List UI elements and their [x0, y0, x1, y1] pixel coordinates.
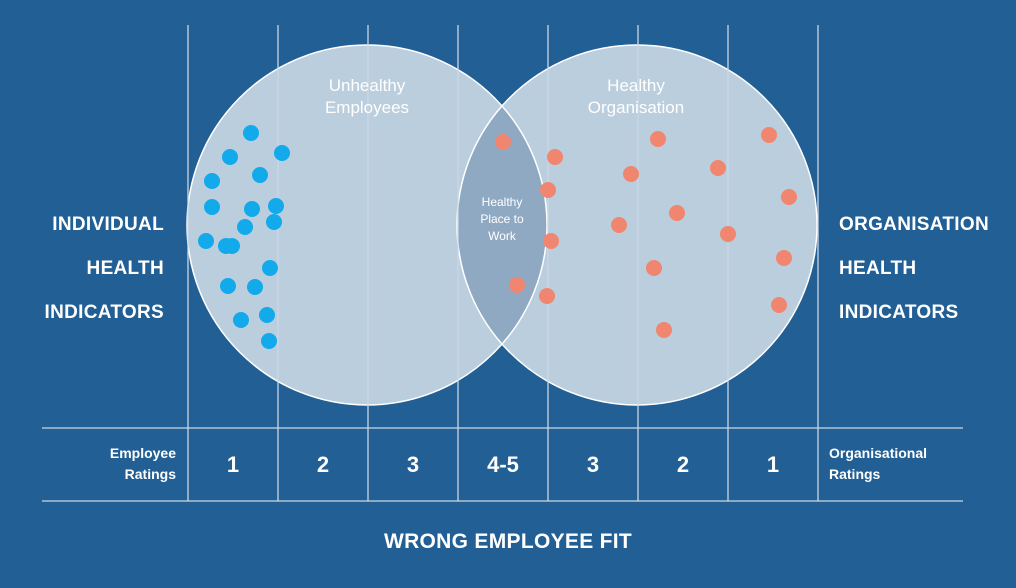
right-indicator-line-2: HEALTH: [839, 258, 917, 279]
rating-cell: 1: [766, 452, 780, 477]
unhealthy-employees-circle: [187, 45, 547, 405]
employee-dot: [262, 260, 278, 276]
employee-dot: [222, 149, 238, 165]
employee-dot: [218, 238, 234, 254]
employee-dot: [204, 199, 220, 215]
employee-dots: [198, 125, 290, 349]
employee-dot: [252, 167, 268, 183]
column-dividers: [187, 25, 819, 501]
right-title-line-2: Organisation: [587, 98, 685, 117]
right-indicator-line-3: INDICATORS: [839, 302, 959, 323]
overlap-line-1: Healthy: [481, 195, 523, 209]
right-indicator-line-1: ORGANISATION: [839, 214, 989, 235]
left-indicator-line-2: HEALTH: [86, 258, 164, 279]
employee-dot: [198, 233, 214, 249]
organisation-dot: [650, 131, 666, 147]
organisation-dot: [771, 297, 787, 313]
rating-cell: 2: [676, 452, 690, 477]
organisation-dot: [710, 160, 726, 176]
organisation-dot: [656, 322, 672, 338]
employee-dot: [244, 201, 260, 217]
employee-dot: [261, 333, 277, 349]
individual-health-indicators-label: INDIVIDUAL HEALTH INDICATORS: [34, 192, 164, 346]
left-circle-outline: [186, 44, 548, 406]
organisation-dot: [761, 127, 777, 143]
left-title-line-2: Employees: [324, 98, 410, 117]
organisation-dot: [543, 233, 559, 249]
overlap-line-2: Place to: [480, 212, 524, 226]
employee-dot: [233, 312, 249, 328]
employee-dot: [247, 279, 263, 295]
organisation-dot: [547, 149, 563, 165]
organisation-dot: [646, 260, 662, 276]
rating-cell: 2: [316, 452, 330, 477]
right-circle-outline: [456, 44, 818, 406]
employee-dot: [237, 219, 253, 235]
organisation-health-indicators-label: ORGANISATION HEALTH INDICATORS: [839, 192, 1009, 346]
employee-dot: [268, 198, 284, 214]
employee-dot: [220, 278, 236, 294]
organisational-ratings-line-1: Organisational: [829, 445, 928, 461]
organisational-ratings-label: Organisational Ratings: [829, 443, 979, 485]
healthy-organisation-title: Healthy Organisation: [556, 75, 716, 119]
employee-dot: [259, 307, 275, 323]
rating-cell: 3: [586, 452, 600, 477]
employee-ratings-label: Employee Ratings: [60, 443, 176, 485]
organisation-dot: [776, 250, 792, 266]
organisation-dot: [611, 217, 627, 233]
right-title-line-1: Healthy: [607, 76, 665, 95]
employee-dot: [204, 173, 220, 189]
wrong-employee-fit-title: WRONG EMPLOYEE FIT: [383, 530, 633, 553]
organisation-dot: [495, 134, 511, 150]
employee-ratings-line-2: Ratings: [124, 466, 176, 482]
healthy-organisation-circle: [457, 45, 817, 405]
organisation-dot: [509, 277, 525, 293]
organisational-ratings-line-2: Ratings: [829, 466, 881, 482]
employee-dot: [274, 145, 290, 161]
organisation-dots: [495, 127, 797, 338]
organisation-dot: [720, 226, 736, 242]
rating-cell: 1: [226, 452, 240, 477]
rating-cell: 3: [406, 452, 420, 477]
rating-cell: 4-5: [487, 452, 519, 477]
organisation-dot: [669, 205, 685, 221]
employee-dot: [243, 125, 259, 141]
left-indicator-line-1: INDIVIDUAL: [52, 214, 164, 235]
left-indicator-line-3: INDICATORS: [44, 302, 164, 323]
healthy-place-to-work-label: Healthy Place to Work: [462, 194, 542, 245]
employee-dot: [266, 214, 282, 230]
organisation-dot: [623, 166, 639, 182]
organisation-dot: [540, 182, 556, 198]
employee-ratings-line-1: Employee: [109, 445, 176, 461]
left-title-line-1: Unhealthy: [328, 76, 406, 95]
overlap-line-3: Work: [488, 229, 516, 243]
organisation-dot: [539, 288, 555, 304]
organisation-dot: [781, 189, 797, 205]
unhealthy-employees-title: Unhealthy Employees: [287, 75, 447, 119]
